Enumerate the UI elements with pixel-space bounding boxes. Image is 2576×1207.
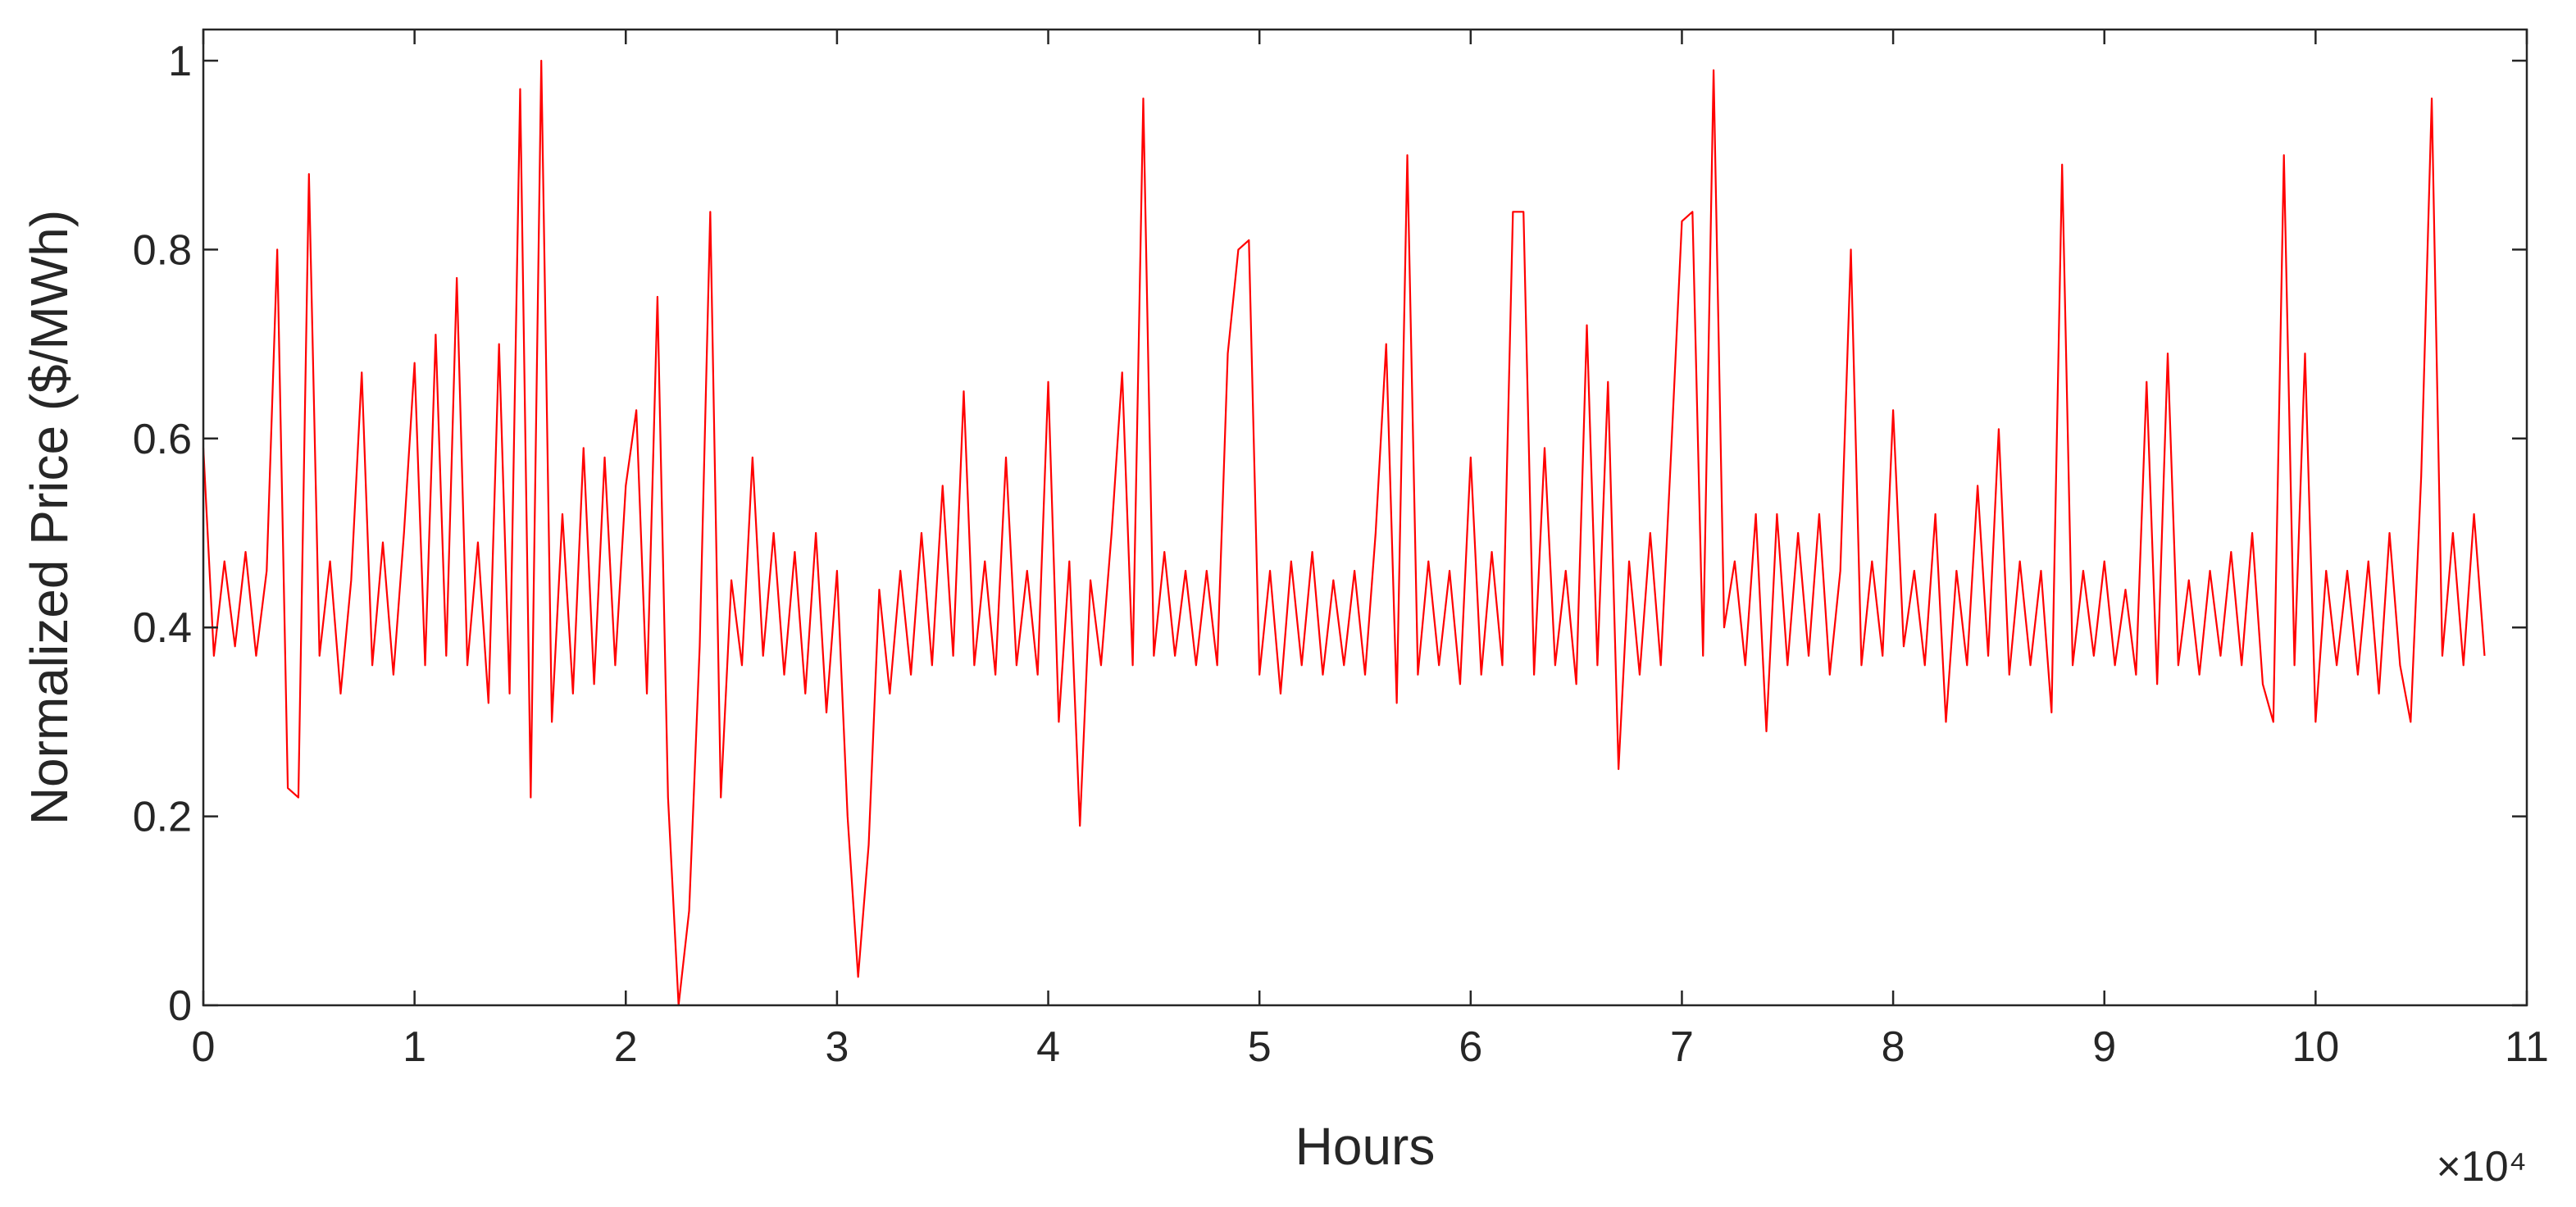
x-tick-label: 8 <box>1882 1023 1905 1071</box>
x-tick-label: 11 <box>2505 1023 2549 1071</box>
y-tick-label: 0 <box>168 982 192 1030</box>
x-axis-label: Hours <box>1295 1117 1436 1176</box>
x-tick-label: 0 <box>192 1023 216 1071</box>
x-tick-label: 2 <box>614 1023 638 1071</box>
x-tick-label: 3 <box>825 1023 849 1071</box>
x-tick-label: 9 <box>2092 1023 2116 1071</box>
x-tick-label: 5 <box>1248 1023 1272 1071</box>
y-tick-label: 0.6 <box>133 416 192 463</box>
x-tick-label: 7 <box>1670 1023 1694 1071</box>
y-tick-label: 0.4 <box>133 604 192 652</box>
y-tick-label: 0.8 <box>133 226 192 274</box>
y-axis-label: Normalized Price ($/MWh) <box>20 210 79 825</box>
x-tick-label: 6 <box>1459 1023 1482 1071</box>
y-tick-label: 1 <box>168 38 192 85</box>
y-tick-label: 0.2 <box>133 794 192 841</box>
x-tick-label: 10 <box>2292 1023 2339 1071</box>
price-line <box>202 59 2486 1007</box>
x-exponent: ×10⁴ <box>2436 1143 2527 1191</box>
x-tick-label: 1 <box>403 1023 426 1071</box>
axes-box <box>202 28 2528 1007</box>
x-tick-label: 4 <box>1036 1023 1060 1071</box>
